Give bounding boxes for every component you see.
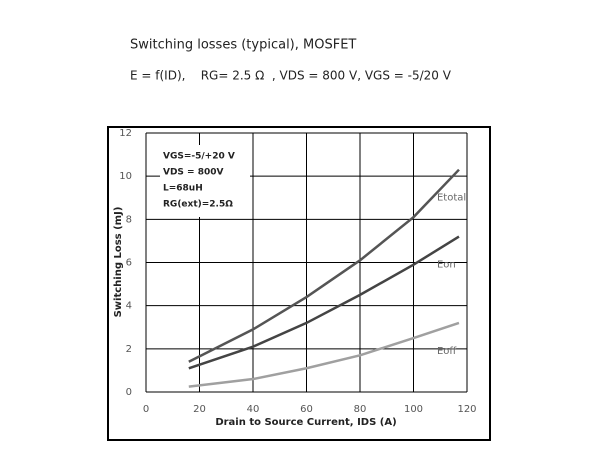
series-label: Eoff (437, 346, 457, 357)
annotation: VGS=-5/+20 V (163, 152, 235, 162)
x-tick-label: 60 (300, 404, 313, 415)
x-tick-label: 0 (143, 404, 149, 415)
x-tick-label: 120 (457, 404, 476, 415)
x-tick-label: 20 (193, 404, 206, 415)
series-label: Etotal (437, 193, 466, 204)
series-line (188, 168, 460, 363)
x-tick-label: 80 (354, 404, 367, 415)
y-axis-label: Switching Loss (mJ) (113, 207, 124, 318)
annotation: L=68uH (163, 184, 203, 194)
x-axis-label: Drain to Source Current, IDS (A) (215, 417, 396, 428)
y-tick-label: 12 (119, 128, 132, 139)
annotation: RG(ext)=2.5Ω (163, 200, 233, 210)
y-tick-label: 2 (126, 344, 132, 355)
annotation: VDS = 800V (163, 168, 224, 178)
y-tick-label: 6 (126, 258, 132, 269)
chart-title: Switching losses (typical), MOSFET (130, 38, 356, 53)
x-tick-label: 40 (247, 404, 260, 415)
chart-subtitle: E = f(ID), RG= 2.5 Ω , VDS = 800 V, VGS … (130, 69, 452, 83)
y-tick-label: 4 (126, 301, 132, 312)
series-line (188, 235, 460, 370)
x-tick-label: 100 (404, 404, 423, 415)
annotation-box (160, 145, 250, 217)
series-line (188, 321, 460, 388)
y-tick-label: 8 (126, 214, 132, 225)
chart-frame (107, 126, 491, 441)
y-tick-label: 10 (119, 171, 132, 182)
y-tick-label: 0 (126, 387, 132, 398)
series-label: Eon (437, 260, 456, 271)
